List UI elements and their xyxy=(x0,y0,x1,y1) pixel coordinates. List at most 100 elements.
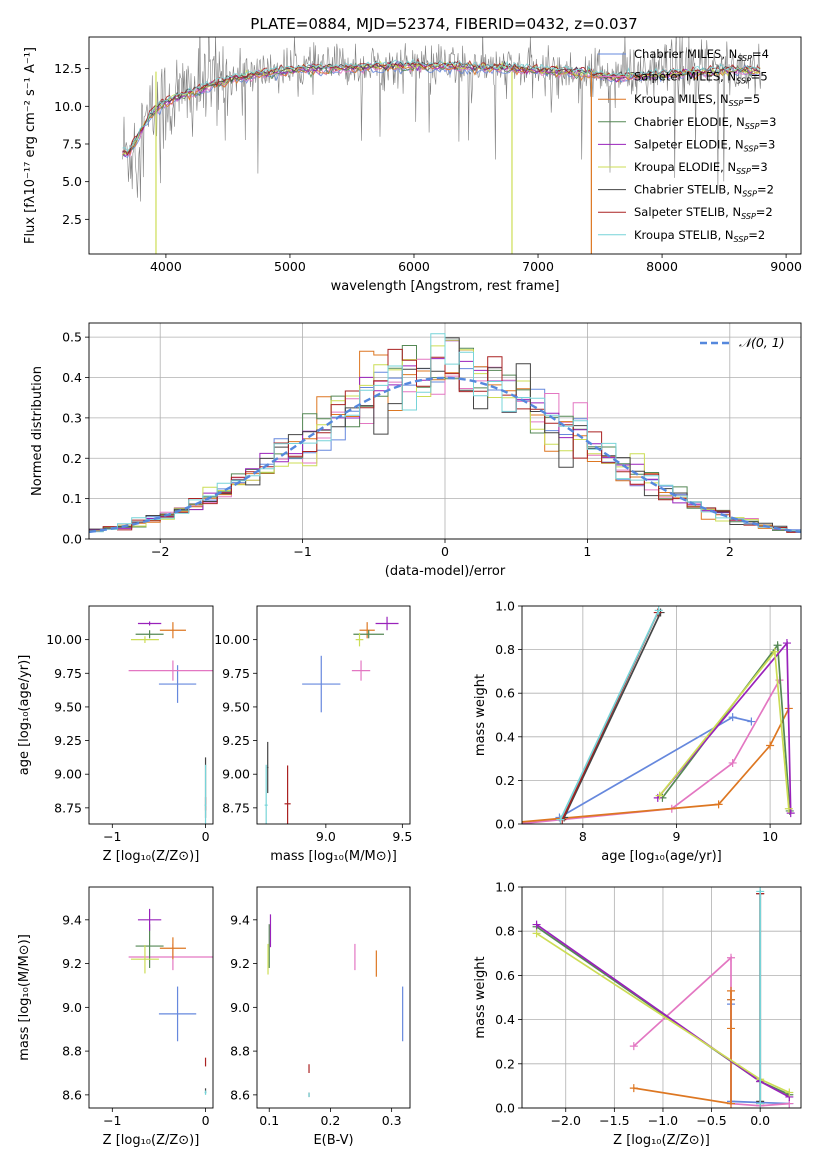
panel-age-vs-mass: 9.0 9.5 8.75 9.00 9.25 9.50 9.75 10.00 mass [log… xyxy=(214,605,412,864)
x-axis-label: age [log₁₀(age/yr)] xyxy=(601,849,722,864)
x-tick-label: 0.0 xyxy=(750,1113,770,1128)
y-tick-label: 9.50 xyxy=(54,699,82,714)
weight-point xyxy=(785,1088,794,1097)
x-tick-label: −1 xyxy=(293,544,311,559)
legend-entry: Chabrier STELIB, NSSP=2 xyxy=(634,183,774,199)
y-tick-label: 9.00 xyxy=(54,767,82,782)
x-tick-label: −1.5 xyxy=(599,1113,629,1128)
weight-point xyxy=(714,800,723,809)
weight-point xyxy=(784,804,793,813)
x-tick-label: −1 xyxy=(103,1113,121,1128)
weight-point xyxy=(727,1024,736,1033)
y-axis-label: mass weight xyxy=(473,674,488,756)
axes-frame xyxy=(88,36,802,255)
y-axis-label: mass [log₁₀(M/M⊙)] xyxy=(17,934,32,1061)
residual-legend: 𝒩(0, 1) xyxy=(700,335,785,350)
panel-age-vs-Z: −1 0 8.75 9.00 9.25 9.50 9.75 10.00 Z [log₁₀(Z/Z… xyxy=(17,605,214,864)
y-tick-label: 0.2 xyxy=(62,451,82,466)
plot-area-weight-vs-age xyxy=(522,606,795,824)
y-tick-label: 9.00 xyxy=(222,767,250,782)
y-tick-label: 0.4 xyxy=(495,1012,515,1027)
legend-entry: Salpeter MILES, NSSP=5 xyxy=(634,70,768,86)
y-tick-label: 9.50 xyxy=(222,699,250,714)
x-axis-label: Z [log₁₀(Z/Z⊙)] xyxy=(103,1133,200,1148)
y-tick-label: 8.75 xyxy=(222,800,250,815)
axes-frame xyxy=(88,886,214,1109)
panel-mass-vs-Z: −1 0 8.6 8.8 9.0 9.2 9.4 Z [log₁₀(Z/Z⊙)] mass [l… xyxy=(17,886,214,1148)
spectrum-legend: Chabrier MILES, NSSP=4 Salpeter MILES, NS… xyxy=(598,47,776,244)
x-tick-label: 8000 xyxy=(646,259,678,274)
y-tick-label: 1.0 xyxy=(495,880,515,895)
plot-area-mass-vs-Z xyxy=(128,908,213,1095)
x-tick-label: 0.2 xyxy=(320,1113,340,1128)
x-tick-label: 9.0 xyxy=(316,829,336,844)
legend-entry: Kroupa MILES, NSSP=5 xyxy=(634,92,760,108)
x-axis-label: mass [log₁₀(M/M⊙)] xyxy=(270,849,397,864)
figure-title: PLATE=0884, MJD=52374, FIBERID=0432, z=0… xyxy=(250,15,637,33)
x-tick-label: −2.0 xyxy=(551,1113,581,1128)
y-tick-label: 0.2 xyxy=(495,773,515,788)
axes-frame xyxy=(521,886,802,1109)
y-tick-label: 9.2 xyxy=(62,956,82,971)
x-tick-label: −1.0 xyxy=(648,1113,678,1128)
x-tick-label: 1 xyxy=(583,544,591,559)
y-tick-label: 0.4 xyxy=(495,729,515,744)
y-tick-label: 0.1 xyxy=(62,491,82,506)
y-tick-label: 0.8 xyxy=(495,924,515,939)
x-tick-label: 10 xyxy=(762,829,778,844)
weight-point xyxy=(727,953,736,962)
panel-weight-vs-age: 8 9 10 0.0 0.2 0.4 0.6 0.8 1.0 age [log₁₀(age/yr)… xyxy=(473,599,802,864)
y-tick-label: 9.25 xyxy=(54,733,82,748)
x-tick-label: 0 xyxy=(441,544,449,559)
x-tick-label: −2 xyxy=(151,544,169,559)
axes-frame xyxy=(256,886,411,1109)
legend-entry: Kroupa ELODIE, NSSP=3 xyxy=(634,160,768,176)
y-tick-label: 9.25 xyxy=(222,733,250,748)
y-tick-label: 0.5 xyxy=(62,330,82,345)
weight-point xyxy=(766,741,775,750)
y-tick-label: 0.6 xyxy=(495,968,515,983)
legend-entry: Salpeter ELODIE, NSSP=3 xyxy=(634,137,775,153)
y-tick-label: 1.0 xyxy=(495,599,515,614)
y-tick-label: 2.5 xyxy=(62,212,82,227)
weight-point xyxy=(786,809,795,818)
y-axis-label: Normed distribution xyxy=(30,366,45,496)
y-tick-label: 8.6 xyxy=(62,1087,82,1102)
weight-line xyxy=(563,612,662,818)
y-tick-label: 12.5 xyxy=(54,61,82,76)
legend-entry: 𝒩(0, 1) xyxy=(739,335,785,350)
weight-line xyxy=(658,649,790,809)
weight-point xyxy=(727,986,736,995)
x-tick-label: 9.5 xyxy=(392,829,412,844)
x-tick-label: −0.5 xyxy=(696,1113,726,1128)
y-tick-label: 8.75 xyxy=(54,800,82,815)
y-tick-label: 9.0 xyxy=(62,1000,82,1015)
y-tick-label: 10.0 xyxy=(54,99,82,114)
x-tick-label: 8 xyxy=(579,829,587,844)
y-axis-label: mass weight xyxy=(473,956,488,1038)
panel-mass-vs-EBV: 0.1 0.2 0.3 8.6 8.8 9.0 9.2 9.4 E(B-V) xyxy=(230,886,411,1148)
legend-entry: Kroupa STELIB, NSSP=2 xyxy=(634,228,765,244)
residual-histogram xyxy=(89,333,801,533)
y-axis-label: Flux [fλ10⁻¹⁷ erg cm⁻² s⁻¹ A⁻¹] xyxy=(23,47,38,244)
x-tick-label: 9000 xyxy=(770,259,802,274)
weight-line xyxy=(559,610,660,820)
y-tick-label: 10.00 xyxy=(214,632,250,647)
x-axis-label: E(B-V) xyxy=(313,1133,353,1148)
weight-point xyxy=(773,641,782,650)
weight-point xyxy=(629,1084,638,1093)
weight-point xyxy=(756,887,765,896)
legend-entry: Salpeter STELIB, NSSP=2 xyxy=(634,205,773,221)
weight-point xyxy=(532,920,541,929)
model-spectrum-line xyxy=(122,60,761,158)
y-tick-label: 0.6 xyxy=(495,686,515,701)
y-tick-label: 8.8 xyxy=(62,1044,82,1059)
weight-line xyxy=(661,642,791,811)
weight-point xyxy=(727,1099,736,1108)
axes-frame xyxy=(521,605,802,825)
x-tick-label: 9 xyxy=(673,829,681,844)
x-tick-label: 6000 xyxy=(398,259,430,274)
y-tick-label: 0.0 xyxy=(495,817,515,832)
plot-area-residuals xyxy=(89,333,801,534)
